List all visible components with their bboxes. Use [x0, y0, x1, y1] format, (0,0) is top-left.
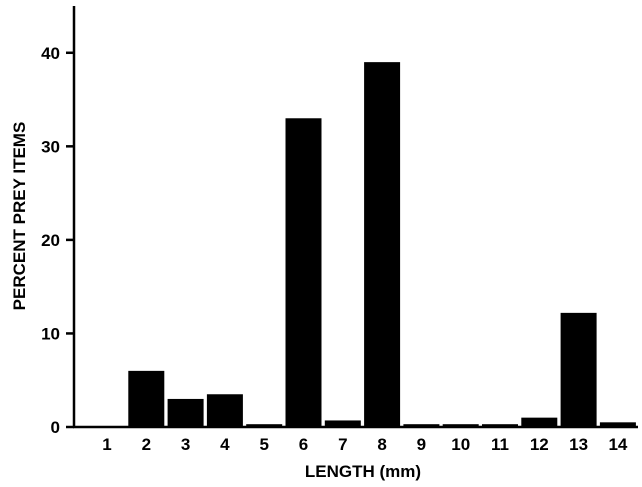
x-tick-label-10: 10 [451, 435, 470, 454]
x-tick-label-9: 9 [417, 435, 426, 454]
y-tick-label: 0 [51, 418, 60, 437]
y-tick-label: 10 [41, 324, 60, 343]
bar-10 [442, 424, 479, 427]
x-tick-label-8: 8 [377, 435, 386, 454]
x-tick-label-2: 2 [142, 435, 151, 454]
bar-7 [324, 420, 361, 427]
bar-9 [403, 424, 440, 427]
bar-12 [521, 417, 558, 427]
bar-11 [482, 424, 518, 427]
bar-14 [599, 422, 636, 427]
bar-8 [364, 62, 401, 428]
bar-5 [246, 424, 283, 427]
y-tick-label: 40 [41, 44, 60, 63]
x-tick-label-13: 13 [569, 435, 588, 454]
y-tick-label: 30 [41, 137, 60, 156]
x-tick-label-14: 14 [608, 435, 627, 454]
x-axis-tick-labels: 1 2 3 4 5 6 7 8 9 10 11 12 13 14 [102, 435, 628, 454]
bars [89, 62, 636, 428]
x-axis-title: LENGTH (mm) [305, 462, 421, 481]
x-tick-label-5: 5 [259, 435, 268, 454]
y-tick-label: 20 [41, 231, 60, 250]
bar-6 [285, 118, 322, 428]
bar-3 [167, 398, 204, 427]
y-axis-ticks: 0 10 20 30 40 [41, 44, 74, 437]
x-tick-label-3: 3 [181, 435, 190, 454]
x-tick-label-12: 12 [530, 435, 549, 454]
bar-4 [206, 394, 243, 427]
x-tick-label-1: 1 [102, 435, 111, 454]
x-tick-label-7: 7 [338, 435, 347, 454]
x-tick-label-11: 11 [491, 435, 509, 454]
x-tick-label-6: 6 [299, 435, 308, 454]
x-tick-label-4: 4 [220, 435, 230, 454]
bar-2 [128, 370, 165, 427]
bar-13 [560, 312, 597, 427]
y-axis-title: PERCENT PREY ITEMS [10, 122, 29, 311]
